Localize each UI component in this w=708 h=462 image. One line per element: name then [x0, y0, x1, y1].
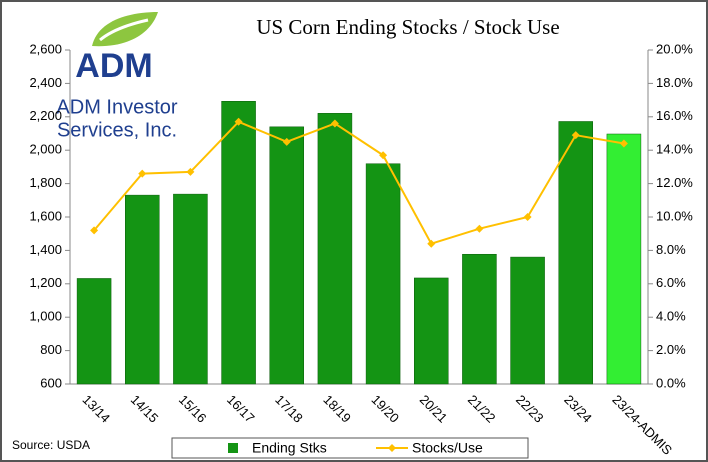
- legend-swatch: [228, 443, 238, 453]
- chart-title: US Corn Ending Stocks / Stock Use: [256, 15, 559, 39]
- logo-line: ADM Investor: [56, 96, 177, 118]
- y-tick-label: 800: [40, 342, 62, 357]
- y-tick-label: 2,400: [29, 75, 62, 90]
- y2-tick-label: 8.0%: [656, 242, 686, 257]
- bar: [125, 194, 160, 385]
- logo-vein: [99, 18, 149, 42]
- y-tick-label: 600: [40, 375, 62, 390]
- legend-swatch: [388, 444, 396, 452]
- marker: [234, 117, 243, 126]
- y2-tick-label: 10.0%: [656, 208, 693, 223]
- marker: [186, 167, 195, 176]
- y2-tick-label: 4.0%: [656, 309, 686, 324]
- y-tick-label: 1,200: [29, 275, 62, 290]
- bar: [173, 193, 208, 385]
- bar: [606, 133, 642, 385]
- marker: [475, 224, 484, 233]
- bar: [462, 253, 497, 385]
- y2-tick-label: 2.0%: [656, 342, 686, 357]
- line: [93, 120, 625, 245]
- logo-line: Services, Inc.: [57, 119, 177, 141]
- legend: [171, 437, 529, 459]
- y-tick-label: 1,800: [29, 175, 62, 190]
- marker: [90, 226, 99, 235]
- y-tick-label: 2,200: [29, 108, 62, 123]
- bar: [414, 277, 449, 385]
- marker: [330, 119, 339, 128]
- bar: [365, 163, 401, 385]
- legend-label: Ending Stks: [252, 440, 327, 456]
- source: Source: USDA: [12, 438, 90, 452]
- bar: [317, 113, 353, 385]
- y-tick-label: 1,000: [29, 309, 62, 324]
- marker: [619, 139, 628, 148]
- bar: [76, 278, 112, 385]
- y2-tick-label: 6.0%: [656, 275, 686, 290]
- logo-brand: ADM: [75, 47, 152, 85]
- y2-tick-label: 16.0%: [656, 108, 693, 123]
- marker: [427, 239, 436, 248]
- marker: [138, 169, 147, 178]
- y-tick-label: 1,400: [29, 242, 62, 257]
- marker: [523, 213, 532, 221]
- y-tick-label: 1,600: [29, 208, 62, 223]
- marker: [571, 131, 580, 140]
- bar: [221, 101, 256, 385]
- y-tick-label: 2,000: [29, 142, 62, 157]
- marker: [379, 151, 388, 160]
- y2-tick-label: 0.0%: [656, 375, 686, 390]
- bar: [510, 256, 545, 385]
- y2-tick-label: 20.0%: [656, 41, 693, 56]
- bar: [558, 121, 593, 385]
- legend-label: Stocks/Use: [412, 440, 483, 456]
- y2-tick-label: 14.0%: [656, 142, 693, 157]
- bar: [269, 126, 304, 385]
- y2-tick-label: 12.0%: [656, 175, 693, 190]
- y-tick-label: 2,600: [29, 41, 62, 56]
- logo: ADM ADM Investor Services, Inc.: [56, 12, 178, 141]
- y2-tick-label: 18.0%: [656, 75, 693, 90]
- marker: [282, 137, 291, 146]
